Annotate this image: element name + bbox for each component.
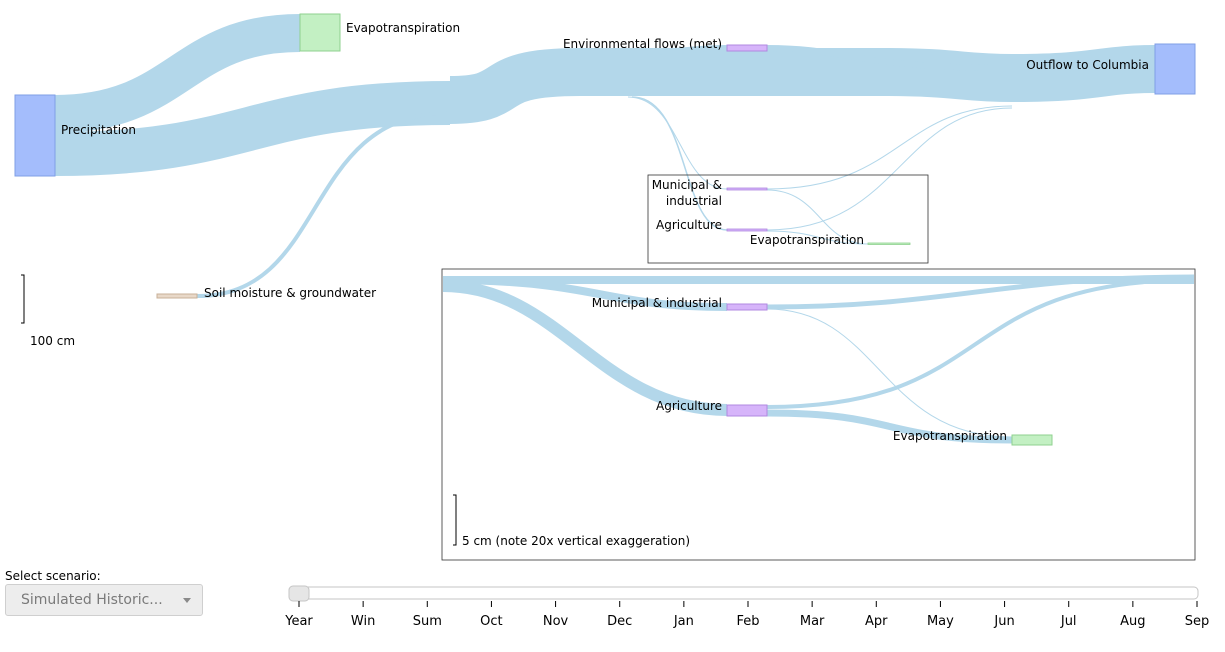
scenario-select-value: Simulated Historic... xyxy=(21,592,163,608)
zoom-scale-bar xyxy=(453,494,457,546)
timeline-tick-label[interactable]: Jun xyxy=(993,614,1014,629)
link-municipal-to-evapotranspiration xyxy=(766,189,869,245)
scenario-select[interactable]: Simulated Historic... xyxy=(5,584,203,616)
link-soil-to-main-channel[interactable] xyxy=(196,111,451,298)
link-agriculture-to-outflow xyxy=(766,107,1013,231)
timeline-tick-label[interactable]: Mar xyxy=(800,614,825,629)
link-municipal-to-outflow xyxy=(766,105,1013,190)
inset-municipal-label-line2: industrial xyxy=(666,194,722,208)
outflow-label: Outflow to Columbia xyxy=(1026,58,1149,72)
link-precip-to-main-channel[interactable] xyxy=(54,81,451,176)
timeline-tick-label[interactable]: May xyxy=(927,614,954,629)
timeline-tick-label[interactable]: Sum xyxy=(413,614,442,629)
zoom-link-municipal-to-evapotranspiration[interactable] xyxy=(766,308,1013,438)
timeline-tick-label[interactable]: Jul xyxy=(1060,614,1077,629)
link-precip-to-evapotranspiration[interactable] xyxy=(54,14,301,133)
zoom-evapotranspiration-node[interactable] xyxy=(1011,434,1053,446)
zoom-municipal-node[interactable] xyxy=(726,303,768,311)
timeline-track[interactable] xyxy=(288,586,1199,600)
precipitation-label: Precipitation xyxy=(61,123,136,137)
inset-evapotranspiration-node[interactable] xyxy=(867,242,911,245)
timeline-tick-label[interactable]: Win xyxy=(351,614,375,629)
inset-evapotranspiration-label: Evapotranspiration xyxy=(750,233,864,247)
timeline-tick-label[interactable]: Apr xyxy=(865,614,888,629)
timeline-tick-label[interactable]: Nov xyxy=(543,614,569,629)
zoom-panel: Municipal & industrial Agriculture Evapo… xyxy=(441,268,1196,561)
environmental-flows-node[interactable] xyxy=(726,44,768,52)
link-environmental-flows-to-outflow[interactable] xyxy=(766,45,1013,71)
zoom-municipal-label: Municipal & industrial xyxy=(592,296,722,310)
timeline-tick-label[interactable]: Aug xyxy=(1120,614,1145,629)
scenario-label: Select scenario: xyxy=(5,569,101,583)
soil-moisture-label: Soil moisture & groundwater xyxy=(204,286,376,300)
link-main-to-environmental-flows[interactable] xyxy=(639,45,728,55)
timeline-tick-label[interactable]: Sep xyxy=(1185,614,1210,629)
link-agriculture-to-evapotranspiration xyxy=(766,230,869,245)
inset-agriculture-label: Agriculture xyxy=(656,218,722,232)
zoom-link-inflow-to-agriculture[interactable] xyxy=(442,280,728,416)
link-main-channel[interactable] xyxy=(449,48,1013,124)
link-main-to-municipal xyxy=(627,96,728,190)
main-scale-label: 100 cm xyxy=(30,334,75,348)
zoom-agriculture-label: Agriculture xyxy=(656,399,722,413)
zoom-evapotranspiration-label: Evapotranspiration xyxy=(893,429,1007,443)
timeline-handle[interactable] xyxy=(288,585,310,602)
link-main-to-agriculture xyxy=(631,96,728,231)
soil-moisture-node[interactable] xyxy=(156,293,198,299)
precipitation-node[interactable] xyxy=(14,94,56,177)
inset-municipal-node[interactable] xyxy=(726,187,768,191)
main-scale-bar: 100 cm xyxy=(21,274,75,348)
inset-box: Municipal & industrial Agriculture Evapo… xyxy=(647,174,929,264)
timeline-tick-label[interactable]: Dec xyxy=(607,614,632,629)
link-channel-to-outflow[interactable] xyxy=(1011,45,1156,102)
timeline-tick-label[interactable]: Year xyxy=(284,614,313,629)
zoom-link-agriculture-to-outflow[interactable] xyxy=(766,278,1195,409)
zoom-scale-label: 5 cm (note 20x vertical exaggeration) xyxy=(462,534,690,548)
timeline-ticks: Year Win Sum Oct Nov Dec Jan Feb Mar Apr May Jun Jul… xyxy=(284,601,1209,629)
main-links xyxy=(54,14,1156,298)
timeline-tick-label[interactable]: Jan xyxy=(673,614,694,629)
evapotranspiration-label: Evapotranspiration xyxy=(346,21,460,35)
environmental-flows-label: Environmental flows (met) xyxy=(563,37,722,51)
timeline-tick-label[interactable]: Oct xyxy=(480,614,502,629)
outflow-node[interactable] xyxy=(1154,43,1196,95)
zoom-link-municipal-to-outflow[interactable] xyxy=(766,274,1195,310)
zoom-agriculture-node[interactable] xyxy=(726,404,768,417)
chevron-down-icon xyxy=(183,598,191,603)
evapotranspiration-node[interactable] xyxy=(299,13,341,52)
timeline-slider[interactable]: Year Win Sum Oct Nov Dec Jan Feb Mar Apr May Jun Jul… xyxy=(284,585,1209,629)
inset-municipal-label-line1: Municipal & xyxy=(652,178,722,192)
inset-agriculture-node[interactable] xyxy=(726,228,768,232)
timeline-tick-label[interactable]: Feb xyxy=(736,614,759,629)
zoom-link-agriculture-to-evapotranspiration[interactable] xyxy=(766,409,1013,444)
